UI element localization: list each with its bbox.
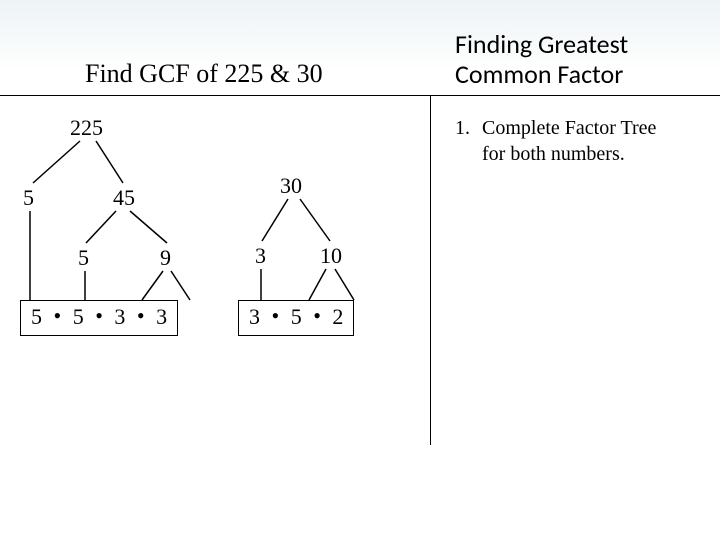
step-1: 1. Complete Factor Tree for both numbers… <box>455 115 656 167</box>
step-number: 1. <box>455 115 477 141</box>
factors-225-box: 5 • 5 • 3 • 3 <box>20 300 178 336</box>
tree225-level1-left: 5 <box>23 185 34 211</box>
f225-2: 3 <box>114 304 125 329</box>
title-right-line2: Common Factor <box>455 60 628 90</box>
horizontal-rule-right <box>430 95 720 96</box>
title-right-line1: Finding Greatest <box>455 30 628 60</box>
dot-icon: • <box>272 303 280 329</box>
title-right: Finding Greatest Common Factor <box>455 30 628 90</box>
tree225-level1-right: 45 <box>113 185 135 211</box>
tree30-root: 30 <box>280 173 302 199</box>
step-line2: for both numbers. <box>482 143 625 165</box>
tree30-level1-left: 3 <box>255 243 266 269</box>
dot-icon: • <box>313 303 321 329</box>
dot-icon: • <box>95 303 103 329</box>
tree225-level2-right: 9 <box>160 245 171 271</box>
vertical-rule <box>430 95 431 445</box>
tree225-root: 225 <box>70 115 103 141</box>
dot-icon: • <box>137 303 145 329</box>
step-line1: Complete Factor Tree <box>482 117 656 139</box>
f225-0: 5 <box>31 304 42 329</box>
tree225-level2-left: 5 <box>78 245 89 271</box>
f225-1: 5 <box>73 304 84 329</box>
f225-3: 3 <box>156 304 167 329</box>
tree30-level1-right: 10 <box>320 243 342 269</box>
dot-icon: • <box>54 303 62 329</box>
title-left: Find GCF of 225 & 30 <box>85 59 323 89</box>
factors-30-box: 3 • 5 • 2 <box>238 300 354 336</box>
f30-1: 5 <box>291 304 302 329</box>
f30-2: 2 <box>332 304 343 329</box>
horizontal-rule-left <box>0 95 430 96</box>
f30-0: 3 <box>249 304 260 329</box>
